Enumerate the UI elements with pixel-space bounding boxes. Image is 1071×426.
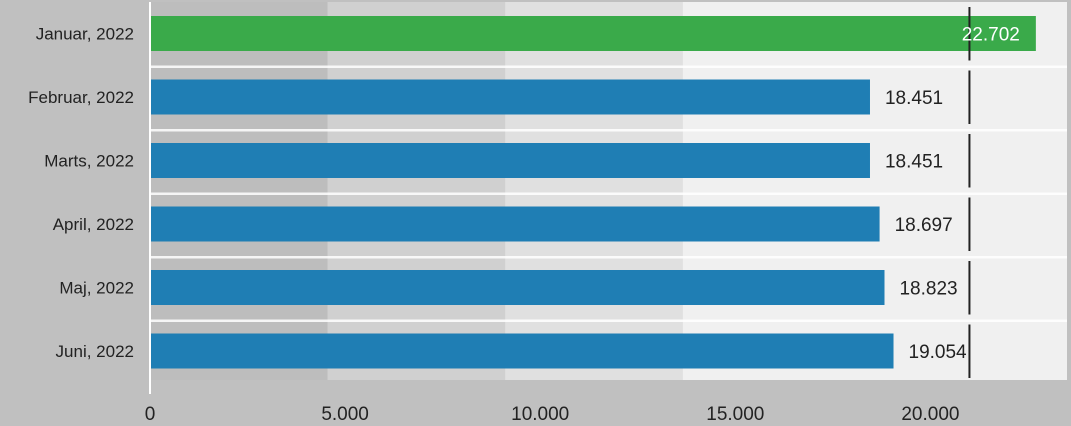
target-marker (968, 261, 971, 315)
row-separator (150, 256, 1067, 259)
value-label: 18.451 (885, 152, 943, 173)
bar (150, 79, 870, 115)
x-tick-label: 15.000 (706, 404, 764, 425)
x-axis: 0 5.000 10.000 15.000 20.000 (145, 2, 959, 425)
value-label: 22.702 (962, 25, 1020, 46)
background-band-3 (505, 2, 683, 380)
category-label: Juni, 2022 (56, 342, 134, 361)
background-bands (150, 2, 1067, 380)
value-label: 18.823 (899, 279, 957, 300)
bar (150, 16, 1036, 51)
bar (150, 333, 894, 369)
bar (150, 206, 880, 242)
row-separator (150, 319, 1067, 322)
target-marker (968, 324, 971, 378)
row-separator (150, 192, 1067, 195)
value-label: 19.054 (909, 342, 968, 363)
x-tick-label: 0 (145, 404, 156, 425)
category-labels: Januar, 2022 Februar, 2022 Marts, 2022 Apri… (28, 25, 134, 362)
value-labels: 22.702 18.451 18.451 18.697 18.823 19.054 (885, 25, 1020, 364)
bars (150, 16, 1036, 369)
row-separator (150, 129, 1067, 132)
target-marker (968, 134, 971, 188)
x-tick-label: 10.000 (511, 404, 569, 425)
row-separator (150, 65, 1067, 68)
category-label: Maj, 2022 (59, 279, 134, 298)
category-label: Januar, 2022 (36, 25, 134, 44)
row-separators (150, 65, 1067, 322)
background-band-2 (327, 2, 506, 380)
background-band-4 (682, 2, 1067, 380)
x-tick-label: 20.000 (901, 404, 959, 425)
background-band-1 (150, 2, 328, 380)
bar (150, 270, 885, 305)
value-label: 18.451 (885, 88, 943, 109)
target-markers (968, 7, 971, 378)
target-marker (968, 7, 971, 61)
target-marker (968, 197, 971, 251)
category-label: Februar, 2022 (28, 88, 134, 107)
target-marker (968, 70, 971, 124)
category-label: April, 2022 (53, 215, 134, 234)
bar (150, 143, 870, 178)
x-tick-label: 5.000 (321, 404, 369, 425)
value-label: 18.697 (895, 215, 953, 236)
category-label: Marts, 2022 (44, 152, 134, 171)
